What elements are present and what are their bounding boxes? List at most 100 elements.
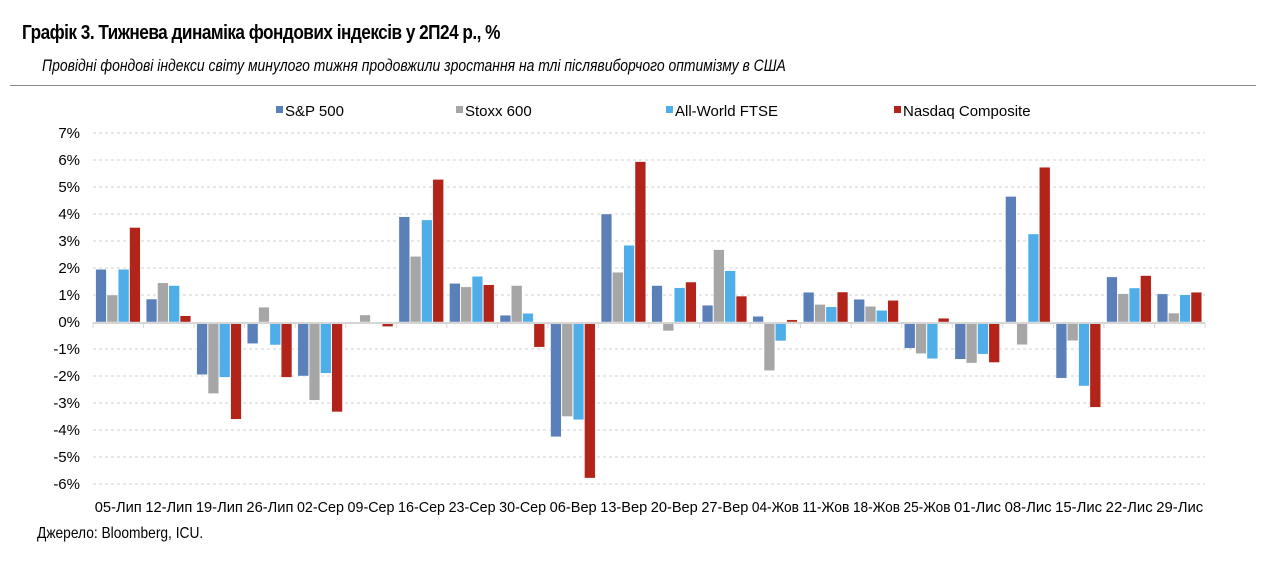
bar-all-world-ftse-13 [775,321,787,342]
bar-all-world-ftse-6 [421,219,433,323]
bar-all-world-ftse-14 [825,306,837,323]
x-tick-label: 08-Лис [1005,499,1052,516]
bar-all-world-ftse-21 [1179,294,1191,323]
y-tick-label: 1% [58,287,80,304]
bar-nasdaq-composite-19 [1089,321,1101,408]
y-tick-label: -1% [53,341,80,358]
legend-swatch [456,106,463,113]
bar-all-world-ftse-7 [471,276,483,323]
legend-label: S&P 500 [285,103,344,120]
bar-s-p-500-12 [702,305,714,323]
bar-s-p-500-4 [297,321,309,377]
chart-title: Графік 3. Тижнева динаміка фондових інде… [22,22,500,44]
bar-nasdaq-composite-9 [584,321,596,479]
bar-nasdaq-composite-2 [230,321,242,420]
source-note: Джерело: Bloomberg, ICU. [37,525,204,542]
bar-stoxx-600-3 [258,306,270,323]
bar-all-world-ftse-12 [724,270,736,323]
bar-all-world-ftse-17 [977,321,989,355]
bar-stoxx-600-16 [915,321,927,354]
header-divider [10,85,1256,86]
x-tick-label: 13-Вер [600,499,647,516]
bar-all-world-ftse-11 [674,287,686,323]
y-tick-label: -5% [53,449,80,466]
bar-nasdaq-composite-21 [1190,292,1202,323]
y-tick-label: 6% [58,152,80,169]
bar-stoxx-600-4 [308,321,321,401]
bar-nasdaq-composite-1 [179,315,192,323]
bar-s-p-500-15 [853,299,865,323]
x-tick-label: 22-Лис [1106,499,1153,516]
bar-all-world-ftse-16 [926,321,938,359]
bar-all-world-ftse-0 [118,269,130,323]
legend-label: Nasdaq Composite [903,103,1031,120]
x-tick-label: 18-Жов [853,499,900,516]
x-tick-label: 09-Сер [348,499,395,516]
bar-all-world-ftse-1 [168,285,180,323]
x-tick-label: 23-Сер [449,499,496,516]
legend-label: Stoxx 600 [465,103,532,120]
bar-s-p-500-6 [398,216,410,323]
x-tick-label: 20-Вер [651,499,698,516]
y-tick-label: -2% [53,368,80,385]
bar-all-world-ftse-10 [623,245,635,323]
bar-nasdaq-composite-3 [281,321,293,378]
bar-all-world-ftse-3 [269,321,281,346]
bar-stoxx-600-10 [612,272,624,323]
bar-nasdaq-composite-8 [533,321,545,348]
bar-all-world-ftse-2 [219,321,231,378]
bar-nasdaq-composite-16 [938,318,950,323]
bar-s-p-500-18 [1005,196,1017,323]
x-tick-label: 26-Лип [246,499,293,516]
x-axis-ticks: 05-Лип 12-Лип 19-Лип 26-Лип 02-Сер 09-Сер 16-С… [95,499,1204,516]
x-tick-label: 27-Вер [701,499,748,516]
bar-nasdaq-composite-18 [1039,167,1051,323]
y-tick-label: -4% [53,422,80,439]
x-tick-label: 30-Сер [499,499,546,516]
bar-s-p-500-0 [95,269,107,323]
bar-stoxx-600-1 [157,282,169,323]
bar-nasdaq-composite-17 [988,321,1000,363]
legend-label: All-World FTSE [675,103,778,120]
bar-stoxx-600-21 [1168,312,1180,323]
legend-swatch [666,106,673,113]
bar-s-p-500-7 [449,283,461,323]
x-tick-label: 01-Лис [954,499,1001,516]
bar-nasdaq-composite-12 [735,295,748,323]
bar-stoxx-600-0 [106,294,118,323]
bar-stoxx-600-19 [1067,321,1079,341]
bar-s-p-500-3 [247,321,259,344]
bar-all-world-ftse-15 [876,310,888,323]
bar-nasdaq-composite-4 [331,321,343,413]
y-tick-label: 4% [58,206,80,223]
bar-all-world-ftse-18 [1027,233,1039,323]
x-axis [92,322,1206,328]
bar-stoxx-600-18 [1016,321,1028,345]
bar-s-p-500-19 [1055,321,1067,379]
y-tick-label: 5% [58,179,80,196]
chart-subtitle: Провідні фондові індекси світу минулого … [42,56,786,75]
x-tick-label: 15-Лис [1055,499,1102,516]
y-tick-label: -3% [53,395,80,412]
x-tick-label: 06-Вер [550,499,597,516]
x-tick-label: 25-Жов [904,499,951,516]
bar-stoxx-600-17 [966,321,978,364]
y-tick-label: 3% [58,233,80,250]
y-tick-label: 0% [58,314,80,331]
x-tick-label: 11-Жов [802,499,849,516]
legend-swatch [894,106,901,113]
y-tick-label: -6% [53,476,80,493]
bar-s-p-500-8 [499,315,511,323]
x-tick-label: 04-Жов [752,499,799,516]
bar-all-world-ftse-19 [1078,321,1090,387]
bar-stoxx-600-20 [1117,293,1129,323]
x-tick-label: 02-Сер [297,499,344,516]
gridlines [93,132,1205,485]
bars [95,161,1202,479]
bar-nasdaq-composite-20 [1140,275,1152,323]
x-tick-label: 05-Лип [95,499,142,516]
bar-stoxx-600-7 [460,286,472,323]
y-tick-label: 7% [58,125,80,142]
bar-s-p-500-14 [803,292,815,323]
